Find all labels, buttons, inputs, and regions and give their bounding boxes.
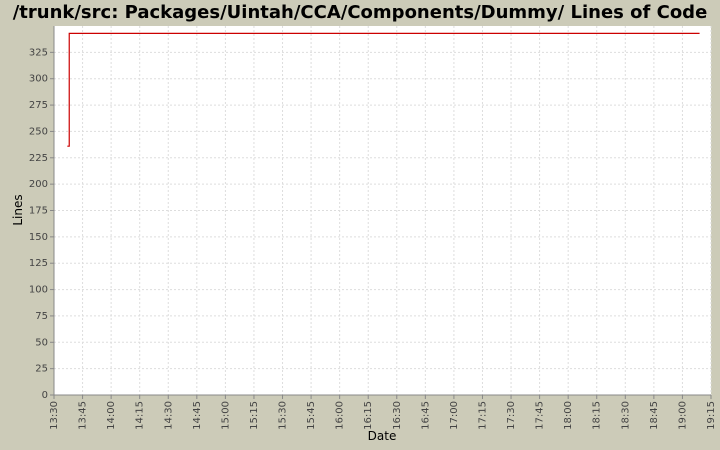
x-tick-label: 18:45 <box>649 401 660 430</box>
y-tick-label: 225 <box>29 153 48 164</box>
x-tick-label: 18:00 <box>563 401 574 430</box>
x-tick-label: 13:30 <box>49 401 60 430</box>
y-tick-label: 25 <box>35 364 48 375</box>
x-tick-label: 16:30 <box>392 401 403 430</box>
x-tick-label: 15:00 <box>220 401 231 430</box>
x-tick-label: 14:45 <box>192 401 203 430</box>
x-tick-label: 16:00 <box>335 401 346 430</box>
y-tick-label: 100 <box>29 285 48 296</box>
y-tick-label: 275 <box>29 100 48 111</box>
x-tick-label: 17:30 <box>506 401 517 430</box>
x-tick-label: 14:00 <box>106 401 117 430</box>
x-tick-label: 16:15 <box>363 401 374 430</box>
x-axis-label: Date <box>368 429 397 443</box>
x-tick-label: 13:45 <box>78 401 89 430</box>
x-tick-label: 14:15 <box>135 401 146 430</box>
y-tick-label: 0 <box>42 390 48 401</box>
x-tick-label: 18:15 <box>592 401 603 430</box>
y-tick-label: 250 <box>29 126 48 137</box>
y-tick-label: 200 <box>29 179 48 190</box>
y-tick-label: 300 <box>29 74 48 85</box>
y-tick-label: 325 <box>29 47 48 58</box>
x-tick-label: 17:45 <box>535 401 546 430</box>
x-tick-label: 15:15 <box>249 401 260 430</box>
line <box>67 32 700 147</box>
x-tick-label: 18:30 <box>620 401 631 430</box>
x-tick-label: 19:00 <box>677 401 688 430</box>
x-tick-label: 15:30 <box>278 401 289 430</box>
chart-title: /trunk/src: Packages/Uintah/CCA/Componen… <box>13 2 708 23</box>
x-tick-label: 17:15 <box>477 401 488 430</box>
x-tick-label: 16:45 <box>420 401 431 430</box>
y-tick-label: 50 <box>35 337 48 348</box>
y-tick-label: 175 <box>29 206 48 217</box>
x-tick-label: 14:30 <box>163 401 174 430</box>
x-tick-label: 15:45 <box>306 401 317 430</box>
x-tick-label: 17:00 <box>449 401 460 430</box>
y-axis-label: Lines <box>11 194 25 225</box>
y-tick-label: 125 <box>29 258 48 269</box>
x-tick-label: 19:15 <box>706 401 717 430</box>
y-tick-label: 75 <box>35 311 48 322</box>
y-tick-label: 150 <box>29 232 48 243</box>
